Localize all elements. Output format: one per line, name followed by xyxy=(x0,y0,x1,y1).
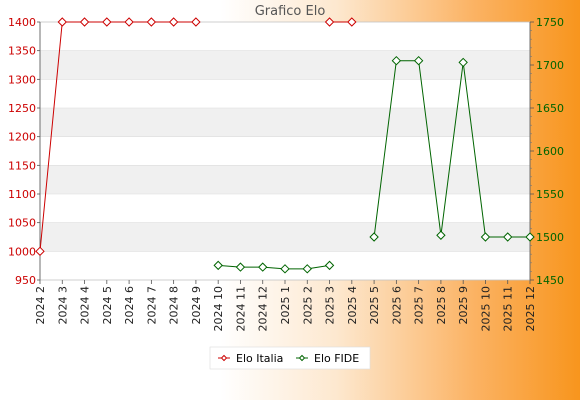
left-tick-label: 1250 xyxy=(8,102,36,115)
x-tick-label: 2024 11 xyxy=(234,286,247,332)
data-point xyxy=(57,17,67,27)
left-tick-label: 1150 xyxy=(8,159,36,172)
x-tick-label: 2024 12 xyxy=(257,286,270,332)
legend-marker xyxy=(298,354,306,362)
left-tick-label: 1350 xyxy=(8,45,36,58)
chart-title: Grafico Elo xyxy=(255,4,326,19)
legend: Elo Italia Elo FIDE xyxy=(209,346,371,370)
x-tick-label: 2024 3 xyxy=(56,286,69,325)
left-tick-label: 1300 xyxy=(8,73,36,86)
x-tick-label: 2025 7 xyxy=(413,286,426,325)
right-tick-label: 1500 xyxy=(536,231,564,244)
data-point xyxy=(235,262,246,272)
x-tick-label: 2025 3 xyxy=(324,286,337,325)
left-tick-label: 1050 xyxy=(8,217,36,230)
x-tick-label: 2025 11 xyxy=(502,286,515,332)
x-tick-label: 2025 5 xyxy=(368,286,381,325)
left-tick-label: 950 xyxy=(15,274,36,287)
data-point xyxy=(168,17,179,27)
data-point xyxy=(102,17,112,27)
x-tick-label: 2025 6 xyxy=(390,286,403,325)
legend-marker xyxy=(220,354,228,362)
right-tick-label: 1550 xyxy=(536,188,564,201)
legend-item: Elo FIDE xyxy=(296,352,359,365)
grid-band xyxy=(40,165,530,194)
series-elo-fide xyxy=(213,55,535,274)
x-tick-label: 2025 12 xyxy=(524,286,537,332)
data-point xyxy=(35,246,45,257)
x-tick-label: 2025 2 xyxy=(301,286,314,325)
data-point xyxy=(302,264,312,274)
right-tick-label: 1750 xyxy=(536,16,564,29)
x-tick-label: 2024 9 xyxy=(190,286,203,325)
data-point xyxy=(146,17,157,27)
left-tick-label: 1000 xyxy=(8,245,36,258)
legend-box xyxy=(209,346,371,370)
data-point xyxy=(369,232,379,242)
data-point xyxy=(124,17,134,27)
data-point xyxy=(525,232,535,242)
grid-band xyxy=(40,22,530,51)
x-tick-label: 2025 10 xyxy=(479,286,492,332)
x-tick-label: 2025 4 xyxy=(346,286,359,325)
left-tick-label: 1400 xyxy=(8,16,36,29)
x-tick-label: 2024 6 xyxy=(123,286,136,325)
series-elo-italia xyxy=(35,17,357,257)
legend-item: Elo Italia xyxy=(218,352,283,365)
grid-band xyxy=(40,108,530,137)
right-tick-label: 1450 xyxy=(536,274,564,287)
x-tick-label: 2024 5 xyxy=(101,286,114,325)
x-tick-label: 2024 10 xyxy=(212,286,225,332)
data-point xyxy=(280,264,290,274)
grid-band xyxy=(40,194,530,223)
x-tick-label: 2024 2 xyxy=(34,286,47,325)
data-point xyxy=(191,17,201,27)
left-tick-label: 1200 xyxy=(8,131,36,144)
x-tick-label: 2024 4 xyxy=(79,286,92,325)
grid-band xyxy=(40,136,530,166)
legend-label: Elo FIDE xyxy=(314,352,359,365)
x-tick-label: 2024 7 xyxy=(145,286,158,325)
grid-band xyxy=(40,79,530,108)
right-tick-label: 1650 xyxy=(536,102,564,115)
data-point xyxy=(458,57,468,68)
right-tick-label: 1700 xyxy=(536,59,564,72)
data-point xyxy=(213,260,223,271)
data-point xyxy=(503,232,513,242)
data-point xyxy=(391,55,402,66)
grid-band xyxy=(40,222,530,252)
data-point xyxy=(413,55,424,66)
data-point xyxy=(79,17,90,27)
data-point xyxy=(324,260,335,271)
data-point xyxy=(258,262,268,272)
x-tick-label: 2025 9 xyxy=(457,286,470,325)
data-point xyxy=(436,230,446,240)
data-point xyxy=(480,232,491,242)
legend-label: Elo Italia xyxy=(236,352,283,365)
right-tick-label: 1600 xyxy=(536,145,564,158)
data-point xyxy=(324,17,335,27)
x-tick-label: 2024 8 xyxy=(168,286,181,325)
left-tick-label: 1100 xyxy=(8,188,36,201)
x-tick-label: 2025 8 xyxy=(435,286,448,325)
data-point xyxy=(347,17,357,27)
x-tick-label: 2025 1 xyxy=(279,286,292,325)
grid-band xyxy=(40,50,530,80)
